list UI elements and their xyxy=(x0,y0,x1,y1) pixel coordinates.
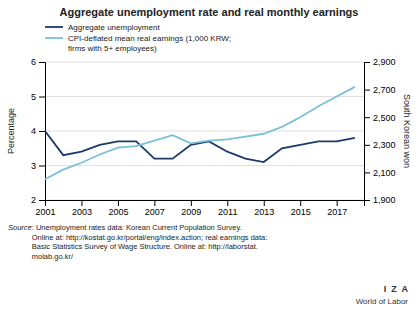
x-axis-tick-mark xyxy=(337,200,338,206)
x-axis-tick-label: 2013 xyxy=(254,207,274,217)
legend: Aggregate unemployment CPI-deflated mean … xyxy=(45,23,231,53)
x-axis-tick: 2003 xyxy=(72,200,92,217)
y-axis-tick-mark xyxy=(39,97,45,98)
x-axis-tick-mark xyxy=(154,200,155,206)
grid-line xyxy=(45,165,364,166)
y-axis-tick: 4 xyxy=(31,126,45,136)
y2-axis-tick-mark xyxy=(364,117,370,118)
grid xyxy=(45,62,364,200)
x-axis-tick: 2015 xyxy=(291,200,311,217)
y-axis-tick: 3 xyxy=(31,161,45,171)
y-axis-title: Percentage xyxy=(6,108,16,154)
x-axis-tick-label: 2005 xyxy=(108,207,128,217)
x-axis-tick: 2001 xyxy=(35,200,55,217)
title: Aggregate unemployment rate and real mon… xyxy=(60,6,359,18)
y2-axis-tick: 2,700 xyxy=(364,85,396,95)
x-axis-tick-label: 2009 xyxy=(181,207,201,217)
x-axis-tick: 2011 xyxy=(218,200,237,217)
y2-axis-tick-label: 2,700 xyxy=(373,85,396,95)
y2-axis-tick: 2,500 xyxy=(364,113,396,123)
y2-axis-tick-mark xyxy=(364,62,370,63)
x-axis-tick-mark xyxy=(300,200,301,206)
y-axis-line xyxy=(39,63,46,201)
y2-axis-title: South Korean won xyxy=(402,94,412,168)
y-axis-tick-label: 3 xyxy=(31,161,36,171)
y-axis-tick-label: 4 xyxy=(31,126,36,136)
grid-line xyxy=(45,131,364,132)
legend-label: CPI-deflated mean real earnings (1,000 K… xyxy=(68,34,231,53)
y-axis-tick-mark xyxy=(39,131,45,132)
x-axis-tick: 2009 xyxy=(181,200,201,217)
source-text: : Unemployment rates data: Korean Curren… xyxy=(32,223,268,261)
y-axis-tick-mark xyxy=(39,166,45,167)
x-axis-tick-label: 2003 xyxy=(72,207,92,217)
legend-item: CPI-deflated mean real earnings (1,000 K… xyxy=(45,34,231,53)
x-axis-tick-mark xyxy=(81,200,82,206)
y2-axis-tick-mark xyxy=(364,90,370,91)
brand-subtitle: World of Labor xyxy=(356,297,409,306)
legend-swatch xyxy=(45,37,63,39)
y2-axis-tick-label: 1,900 xyxy=(373,195,396,205)
y-axis-tick-mark xyxy=(39,62,45,63)
y2-axis-tick-mark xyxy=(364,172,370,173)
x-axis-tick-label: 2017 xyxy=(327,207,347,217)
x-axis-tick: 2007 xyxy=(145,200,165,217)
y-axis-tick-label: 2 xyxy=(31,195,36,205)
x-axis-tick-mark xyxy=(191,200,192,206)
y2-axis-tick-label: 2,100 xyxy=(373,168,396,178)
y-axis-tick-label: 5 xyxy=(31,92,36,102)
x-axis-tick: 2017 xyxy=(327,200,347,217)
y2-axis-tick: 2,300 xyxy=(364,140,396,150)
source-label: Source xyxy=(8,223,32,232)
y2-axis-tick: 2,900 xyxy=(364,57,396,67)
grid-line xyxy=(45,96,364,97)
chart: Aggregate unemployment rate and real mon… xyxy=(0,0,418,312)
y2-axis: 1,900 2,100 2,300 2,500 2,700 2,900 xyxy=(364,57,396,205)
y2-axis-tick-mark xyxy=(364,200,370,201)
y2-axis-tick-label: 2,500 xyxy=(373,113,396,123)
y-axis-tick-mark xyxy=(39,200,45,201)
x-axis-tick-label: 2011 xyxy=(218,207,237,217)
y-axis-tick: 6 xyxy=(31,57,45,67)
y-axis-tick: 5 xyxy=(31,92,45,102)
x-axis-tick-label: 2007 xyxy=(145,207,165,217)
x-axis-tick-label: 2001 xyxy=(35,207,55,217)
y-axis-tick: 2 xyxy=(31,195,45,205)
y-axis: 2 3 4 5 6 xyxy=(31,57,46,205)
x-axis-tick-mark xyxy=(227,200,228,206)
plot-marks xyxy=(45,87,355,179)
y2-axis-tick-mark xyxy=(364,145,370,146)
y-axis-tick-label: 6 xyxy=(31,57,36,67)
x-axis-tick: 2013 xyxy=(254,200,274,217)
x-axis: 2001 2003 2005 2007 2009 2011 2013 2015 2017 xyxy=(35,200,364,217)
grid-line xyxy=(45,62,364,63)
brand-name: I Z A xyxy=(384,284,409,294)
legend-item: Aggregate unemployment xyxy=(45,23,160,32)
legend-label: Aggregate unemployment xyxy=(68,23,160,32)
y2-axis-line xyxy=(365,63,371,201)
y2-axis-tick-label: 2,300 xyxy=(373,140,396,150)
series-line xyxy=(45,87,355,179)
x-axis-tick-mark xyxy=(264,200,265,206)
y2-axis-tick-label: 2,900 xyxy=(373,57,396,67)
legend-swatch xyxy=(45,26,63,28)
x-axis-tick-mark xyxy=(118,200,119,206)
x-axis-tick: 2005 xyxy=(108,200,128,217)
x-axis-tick-label: 2015 xyxy=(291,207,311,217)
y2-axis-tick: 1,900 xyxy=(364,195,396,205)
x-axis-line xyxy=(46,201,365,207)
y2-axis-tick: 2,100 xyxy=(364,168,396,178)
